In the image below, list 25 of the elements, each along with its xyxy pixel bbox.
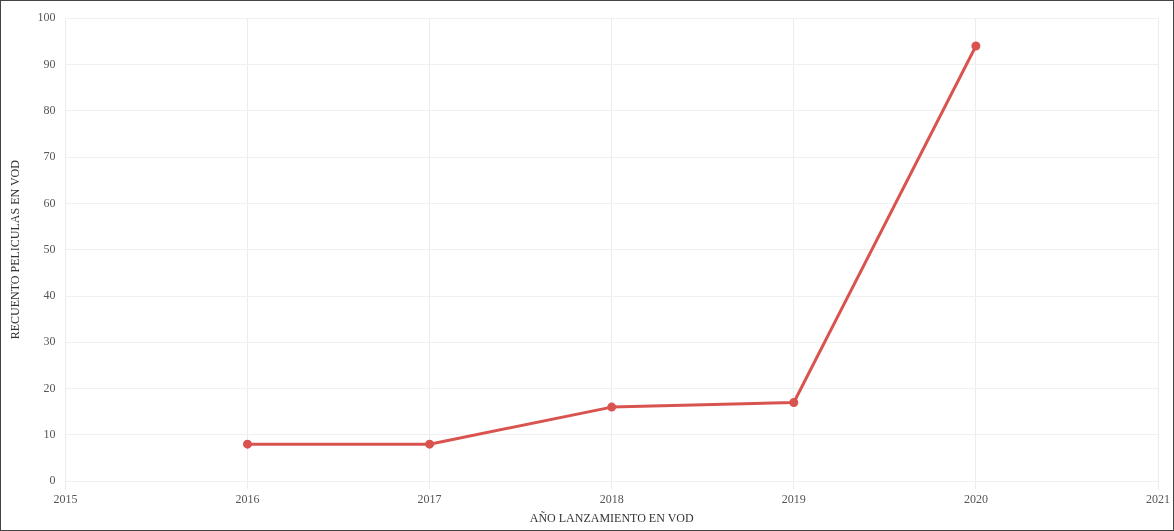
y-tick-label: 30 — [43, 334, 56, 349]
point — [789, 397, 799, 407]
x-tick-label: 2017 — [417, 491, 442, 506]
x-axis-title: AÑO LANZAMIENTO EN VOD — [529, 510, 694, 525]
y-tick-label: 40 — [43, 288, 56, 303]
y-tick-label: 70 — [43, 149, 56, 164]
x-tick-label: 2019 — [781, 491, 806, 506]
y-tick-label: 0 — [49, 473, 56, 488]
y-axis-title: RECUENTO PELICULAS EN VOD — [8, 159, 23, 340]
x-tick-label: 2016 — [235, 491, 260, 506]
y-tick-label: 50 — [43, 241, 56, 256]
point — [243, 439, 252, 449]
y-tick-label: 80 — [43, 102, 56, 117]
y-tick-label: 100 — [37, 10, 56, 25]
x-tick-label: 2021 — [1146, 491, 1170, 506]
point — [971, 41, 981, 51]
y-tick-label: 90 — [43, 56, 56, 71]
point — [425, 439, 435, 449]
y-tick-label: 20 — [43, 380, 56, 395]
y-tick-label: 60 — [43, 195, 56, 210]
x-tick-label: 2018 — [599, 491, 624, 506]
point — [607, 402, 617, 412]
x-tick-label: 2015 — [53, 491, 78, 506]
y-tick-label: 10 — [43, 427, 56, 442]
x-tick-label: 2020 — [963, 491, 988, 506]
